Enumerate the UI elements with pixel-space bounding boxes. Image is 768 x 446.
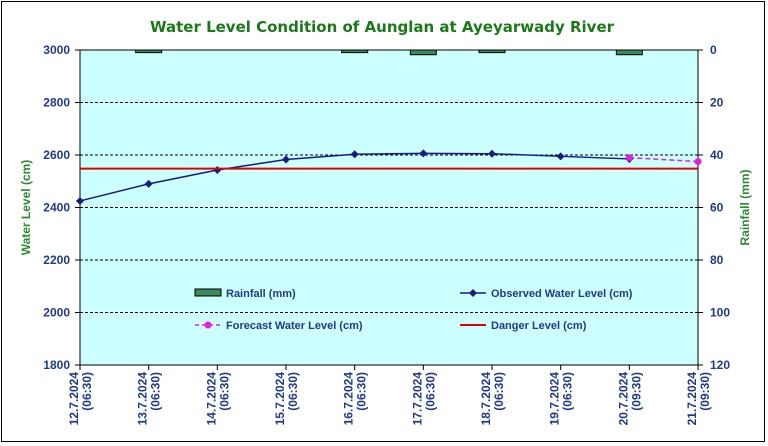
x-tick-label: 16.7.2024: [342, 372, 356, 426]
right-tick-label: 100: [710, 306, 730, 320]
forecast-line: [629, 156, 699, 163]
rainfall-bar: [341, 49, 369, 54]
observed-point: [282, 155, 290, 164]
left-axis-title: Water Level (cm): [19, 160, 33, 256]
rainfall-bar: [409, 49, 437, 56]
x-tick-label: 20.7.2024: [616, 372, 630, 426]
x-tick-label-time: (06:30): [149, 372, 163, 411]
x-tick-label-time: (06:30): [286, 372, 300, 411]
legend-label: Observed Water Level (cm): [491, 288, 633, 300]
left-tick-label: 2600: [43, 148, 70, 162]
rainfall-bar: [135, 49, 163, 54]
forecast-point: [625, 154, 633, 162]
x-tick-label-time: (09:30): [698, 372, 712, 411]
x-tick-label: 15.7.2024: [273, 372, 287, 426]
x-tick-label-time: (06:30): [492, 372, 506, 411]
observed-point: [556, 152, 565, 161]
legend-swatch-rainfall: [194, 288, 222, 297]
right-tick-label: 40: [710, 148, 724, 162]
forecast-point: [694, 158, 702, 166]
observed-point: [76, 196, 84, 205]
x-tick-label: 21.7.2024: [685, 372, 699, 426]
observed-point: [419, 149, 428, 158]
x-tick-label: 14.7.2024: [204, 372, 218, 426]
right-tick-label: 0: [710, 43, 717, 57]
legend-label: Forecast Water Level (cm): [226, 320, 363, 332]
x-tick-label-time: (06:30): [80, 372, 94, 411]
chart-title: Water Level Condition of Aunglan at Ayey…: [149, 18, 615, 36]
x-tick-label-time: (06:30): [561, 372, 575, 411]
rainfall-bar: [478, 49, 506, 54]
observed-point: [144, 179, 153, 188]
right-axis-title: Rainfall (mm): [738, 169, 752, 245]
legend-item: Danger Level (cm): [460, 320, 587, 332]
x-tick-label: 13.7.2024: [136, 372, 150, 426]
left-tick-label: 3000: [43, 43, 70, 57]
legend-label: Danger Level (cm): [491, 320, 587, 332]
x-tick-label-time: (06:30): [355, 372, 369, 411]
legend-marker-forecast: [204, 321, 212, 329]
right-tick-label: 20: [710, 96, 724, 110]
right-tick-label: 60: [710, 201, 724, 215]
x-tick-label-time: (09:30): [629, 372, 643, 411]
legend-item: Forecast Water Level (cm): [195, 320, 363, 332]
x-tick-label-time: (06:30): [423, 372, 437, 411]
left-tick-label: 2200: [43, 253, 70, 267]
rainfall-bar: [615, 49, 643, 56]
x-tick-label: 12.7.2024: [67, 372, 81, 426]
left-tick-label: 2800: [43, 96, 70, 110]
left-tick-label: 2000: [43, 306, 70, 320]
x-tick-label: 19.7.2024: [548, 372, 562, 426]
legend-label: Rainfall (mm): [226, 288, 296, 300]
observed-point: [350, 150, 359, 159]
legend-item: Rainfall (mm): [194, 288, 296, 300]
x-tick-label-time: (06:30): [217, 372, 231, 411]
legend-item: Observed Water Level (cm): [460, 288, 633, 300]
x-tick-label: 18.7.2024: [479, 372, 493, 426]
right-tick-label: 80: [710, 253, 724, 267]
left-tick-label: 2400: [43, 201, 70, 215]
x-tick-label: 17.7.2024: [410, 372, 424, 426]
legend-marker-observed: [469, 289, 477, 297]
left-tick-label: 1800: [43, 358, 70, 372]
observed-point: [488, 149, 496, 158]
right-tick-label: 120: [710, 358, 730, 372]
